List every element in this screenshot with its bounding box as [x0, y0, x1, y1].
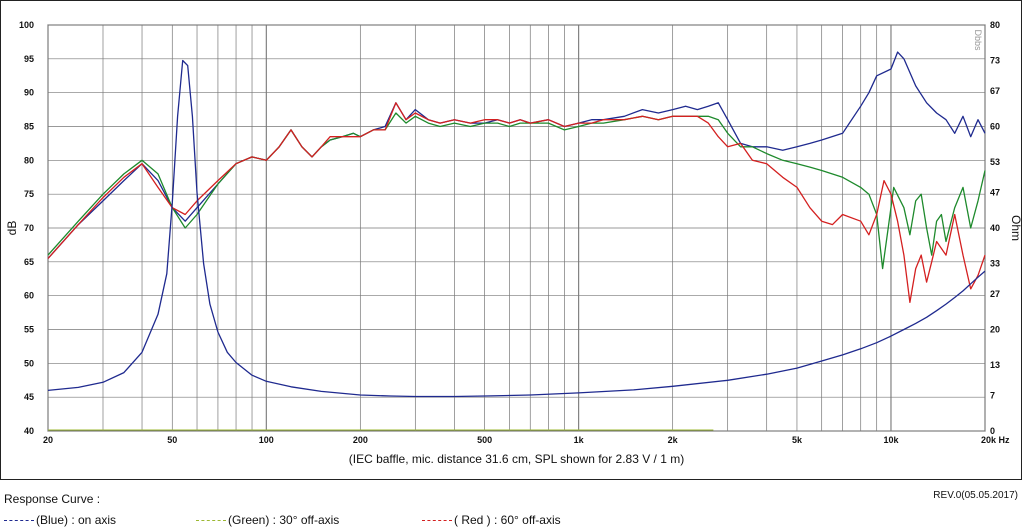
- x-tick-label: 20: [43, 435, 53, 445]
- y-tick-label: 45: [24, 392, 34, 402]
- y2-tick-label: 53: [990, 157, 1000, 167]
- y-tick-label: 70: [24, 223, 34, 233]
- x-tick-label: 10k: [883, 435, 899, 445]
- y2-tick-label: 60: [990, 122, 1000, 132]
- watermark-logo: Dbbs: [973, 29, 983, 51]
- x-axis-label: (IEC baffle, mic. distance 31.6 cm, SPL …: [349, 452, 684, 466]
- x-tick-label: 500: [477, 435, 492, 445]
- frequency-response-chart: 40 45 50 55 60 65 70 75 80 85 90 95 100 0 7 13 20 27 33 40 4…: [5, 20, 1023, 466]
- response-curve-caption: Response Curve :: [4, 492, 101, 506]
- y-tick-label: 40: [24, 426, 34, 436]
- y2-tick-label: 0: [990, 426, 995, 436]
- y-axis-label: dB: [5, 221, 19, 236]
- x-tick-label: 5k: [792, 435, 803, 445]
- y-tick-label: 95: [24, 54, 34, 64]
- y-tick-label: 65: [24, 257, 34, 267]
- x-tick-label: 20k Hz: [981, 435, 1010, 445]
- series-line-red-off-axis: [47, 102, 986, 304]
- y2-tick-label: 13: [990, 360, 1000, 370]
- y-tick-label: 60: [24, 291, 34, 301]
- legend-item-red: ( Red ) : 60° off-axis: [422, 513, 561, 527]
- y2-axis-label: Ohm: [1009, 215, 1023, 241]
- y-tick-label: 80: [24, 155, 34, 165]
- y2-tick-label: 33: [990, 259, 1000, 269]
- x-tick-label: 1k: [574, 435, 585, 445]
- y-tick-label: 75: [24, 189, 34, 199]
- legend-item-green: (Green) : 30° off-axis: [196, 513, 339, 527]
- revision-label: REV.0(05.05.2017): [933, 490, 1018, 501]
- legend-line-green: [196, 520, 226, 522]
- series-line-impedance: [47, 59, 986, 398]
- legend-label-red: ( Red ) : 60° off-axis: [454, 513, 561, 527]
- legend-label-green: (Green) : 30° off-axis: [228, 513, 340, 527]
- y2-tick-label: 67: [990, 86, 1000, 96]
- x-tick-label: 100: [259, 435, 274, 445]
- y-tick-label: 55: [24, 325, 34, 335]
- y2-tick-label: 80: [990, 20, 1000, 30]
- y-tick-label: 90: [24, 88, 34, 98]
- chart-frame: [0, 0, 1022, 480]
- legend-item-blue: (Blue) : on axis: [4, 513, 116, 527]
- y-tick-label: 100: [19, 20, 34, 30]
- legend-label-blue: (Blue) : on axis: [36, 513, 117, 527]
- y-tick-label: 85: [24, 122, 34, 132]
- y2-tick-label: 73: [990, 56, 1000, 66]
- x-tick-label: 50: [167, 435, 177, 445]
- y2-tick-label: 40: [990, 223, 1000, 233]
- y2-tick-label: 47: [990, 187, 1000, 197]
- y2-tick-label: 7: [990, 390, 995, 400]
- x-tick-label: 2k: [668, 435, 679, 445]
- x-tick-label: 200: [353, 435, 368, 445]
- legend-line-blue: [4, 520, 34, 522]
- y2-tick-label: 27: [990, 289, 1000, 299]
- legend-line-red: [422, 520, 452, 522]
- y-tick-label: 50: [24, 358, 34, 368]
- y2-tick-label: 20: [990, 325, 1000, 335]
